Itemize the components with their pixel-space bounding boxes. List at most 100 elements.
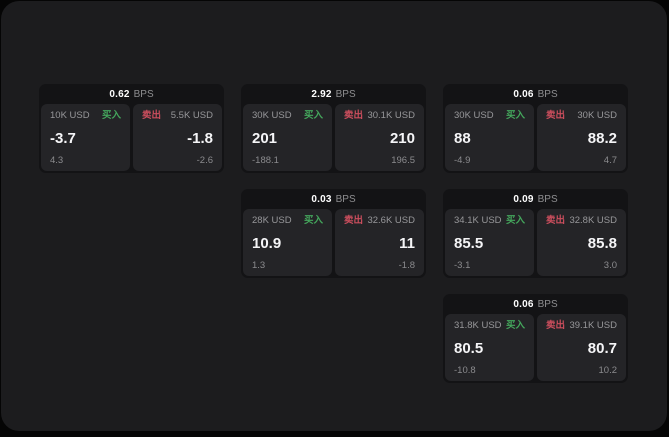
sell-quote-tile[interactable]: 卖出 32.8K USD 85.8 3.0	[537, 209, 626, 276]
buy-change: -188.1	[252, 154, 279, 166]
buy-change: 1.3	[252, 259, 266, 271]
sell-quote-tile[interactable]: 卖出 39.1K USD 80.7 10.2	[537, 314, 626, 381]
sell-notional: 5.5K USD	[170, 110, 213, 121]
sell-notional: 30K USD	[577, 110, 617, 121]
spread-unit-label: BPS	[335, 89, 356, 100]
sell-label: 卖出	[546, 320, 566, 331]
spread-value: 0.03	[311, 194, 332, 205]
spread-value: 0.06	[513, 89, 534, 100]
buy-notional: 30K USD	[454, 110, 494, 121]
sell-notional: 39.1K USD	[569, 320, 617, 331]
quote-card: 0.06 BPS 31.8K USD 买入 80.5 -10.8 卖出 39.1…	[443, 294, 628, 383]
spread-unit-label: BPS	[537, 299, 558, 310]
quotes-panel: 0.62 BPS 10K USD 买入 -3.7 4.3 卖出 5.5K USD…	[1, 1, 667, 431]
sell-top-row: 卖出 32.8K USD	[546, 216, 617, 226]
buy-price: 80.5	[454, 339, 484, 357]
sell-notional: 32.8K USD	[569, 215, 617, 226]
quote-body: 30K USD 买入 201 -188.1 卖出 30.1K USD 210 1…	[241, 102, 426, 173]
buy-notional: 31.8K USD	[454, 320, 502, 331]
sell-label: 卖出	[344, 215, 364, 226]
buy-quote-tile[interactable]: 31.8K USD 买入 80.5 -10.8	[445, 314, 534, 381]
sell-top-row: 卖出 39.1K USD	[546, 321, 617, 331]
quote-card: 0.09 BPS 34.1K USD 买入 85.5 -3.1 卖出 32.8K…	[443, 189, 628, 278]
spread-unit-label: BPS	[537, 194, 558, 205]
spread-unit-label: BPS	[537, 89, 558, 100]
sell-top-row: 卖出 32.6K USD	[344, 216, 415, 226]
buy-change: -4.9	[454, 154, 471, 166]
quote-body: 10K USD 买入 -3.7 4.3 卖出 5.5K USD -1.8 -2.…	[39, 102, 224, 173]
quote-body: 34.1K USD 买入 85.5 -3.1 卖出 32.8K USD 85.8…	[443, 207, 628, 278]
buy-quote-tile[interactable]: 34.1K USD 买入 85.5 -3.1	[445, 209, 534, 276]
buy-top-row: 28K USD 买入	[252, 216, 323, 226]
quote-body: 31.8K USD 买入 80.5 -10.8 卖出 39.1K USD 80.…	[443, 312, 628, 383]
spread-unit-label: BPS	[335, 194, 356, 205]
sell-quote-tile[interactable]: 卖出 5.5K USD -1.8 -2.6	[133, 104, 222, 171]
spread-header: 0.62 BPS	[39, 84, 224, 102]
buy-price: -3.7	[50, 129, 76, 147]
spread-header: 0.06 BPS	[443, 84, 628, 102]
spread-value: 0.09	[513, 194, 534, 205]
sell-label: 卖出	[546, 215, 566, 226]
buy-change: 4.3	[50, 154, 64, 166]
sell-price: 88.2	[587, 129, 617, 147]
buy-price: 201	[252, 129, 278, 147]
buy-price: 88	[454, 129, 471, 147]
spread-header: 2.92 BPS	[241, 84, 426, 102]
buy-notional: 30K USD	[252, 110, 292, 121]
buy-top-row: 30K USD 买入	[252, 111, 323, 121]
sell-change: -1.8	[398, 259, 415, 271]
buy-notional: 10K USD	[50, 110, 90, 121]
buy-notional: 34.1K USD	[454, 215, 502, 226]
quote-card: 0.03 BPS 28K USD 买入 10.9 1.3 卖出 32.6K US…	[241, 189, 426, 278]
buy-label: 买入	[505, 110, 525, 121]
buy-top-row: 31.8K USD 买入	[454, 321, 525, 331]
sell-price: 80.7	[587, 339, 617, 357]
buy-quote-tile[interactable]: 10K USD 买入 -3.7 4.3	[41, 104, 130, 171]
buy-quote-tile[interactable]: 30K USD 买入 88 -4.9	[445, 104, 534, 171]
sell-change: 4.7	[603, 154, 617, 166]
quotes-grid: 0.62 BPS 10K USD 买入 -3.7 4.3 卖出 5.5K USD…	[39, 84, 628, 383]
buy-quote-tile[interactable]: 30K USD 买入 201 -188.1	[243, 104, 332, 171]
spread-header: 0.03 BPS	[241, 189, 426, 207]
buy-price: 10.9	[252, 234, 282, 252]
buy-label: 买入	[505, 320, 525, 331]
sell-change: 10.2	[598, 364, 618, 376]
quote-body: 28K USD 买入 10.9 1.3 卖出 32.6K USD 11 -1.8	[241, 207, 426, 278]
buy-quote-tile[interactable]: 28K USD 买入 10.9 1.3	[243, 209, 332, 276]
sell-quote-tile[interactable]: 卖出 30.1K USD 210 196.5	[335, 104, 424, 171]
sell-price: -1.8	[187, 129, 213, 147]
quote-card: 2.92 BPS 30K USD 买入 201 -188.1 卖出 30.1K …	[241, 84, 426, 173]
sell-quote-tile[interactable]: 卖出 30K USD 88.2 4.7	[537, 104, 626, 171]
sell-label: 卖出	[142, 110, 162, 121]
sell-price: 11	[399, 234, 415, 252]
buy-notional: 28K USD	[252, 215, 292, 226]
spread-value: 0.62	[109, 89, 130, 100]
sell-price: 85.8	[587, 234, 617, 252]
buy-label: 买入	[101, 110, 121, 121]
sell-notional: 30.1K USD	[367, 110, 415, 121]
sell-top-row: 卖出 5.5K USD	[142, 111, 213, 121]
sell-change: -2.6	[196, 154, 213, 166]
sell-change: 3.0	[603, 259, 617, 271]
sell-price: 210	[389, 129, 415, 147]
spread-header: 0.06 BPS	[443, 294, 628, 312]
buy-change: -3.1	[454, 259, 471, 271]
sell-top-row: 卖出 30K USD	[546, 111, 617, 121]
buy-top-row: 30K USD 买入	[454, 111, 525, 121]
buy-top-row: 10K USD 买入	[50, 111, 121, 121]
quote-card: 0.62 BPS 10K USD 买入 -3.7 4.3 卖出 5.5K USD…	[39, 84, 224, 173]
sell-quote-tile[interactable]: 卖出 32.6K USD 11 -1.8	[335, 209, 424, 276]
buy-label: 买入	[505, 215, 525, 226]
buy-label: 买入	[303, 215, 323, 226]
sell-label: 卖出	[546, 110, 566, 121]
spread-header: 0.09 BPS	[443, 189, 628, 207]
sell-top-row: 卖出 30.1K USD	[344, 111, 415, 121]
spread-value: 2.92	[311, 89, 332, 100]
quote-card: 0.06 BPS 30K USD 买入 88 -4.9 卖出 30K USD 8…	[443, 84, 628, 173]
spread-unit-label: BPS	[133, 89, 154, 100]
buy-top-row: 34.1K USD 买入	[454, 216, 525, 226]
sell-change: 196.5	[391, 154, 415, 166]
spread-value: 0.06	[513, 299, 534, 310]
buy-change: -10.8	[454, 364, 476, 376]
quote-body: 30K USD 买入 88 -4.9 卖出 30K USD 88.2 4.7	[443, 102, 628, 173]
